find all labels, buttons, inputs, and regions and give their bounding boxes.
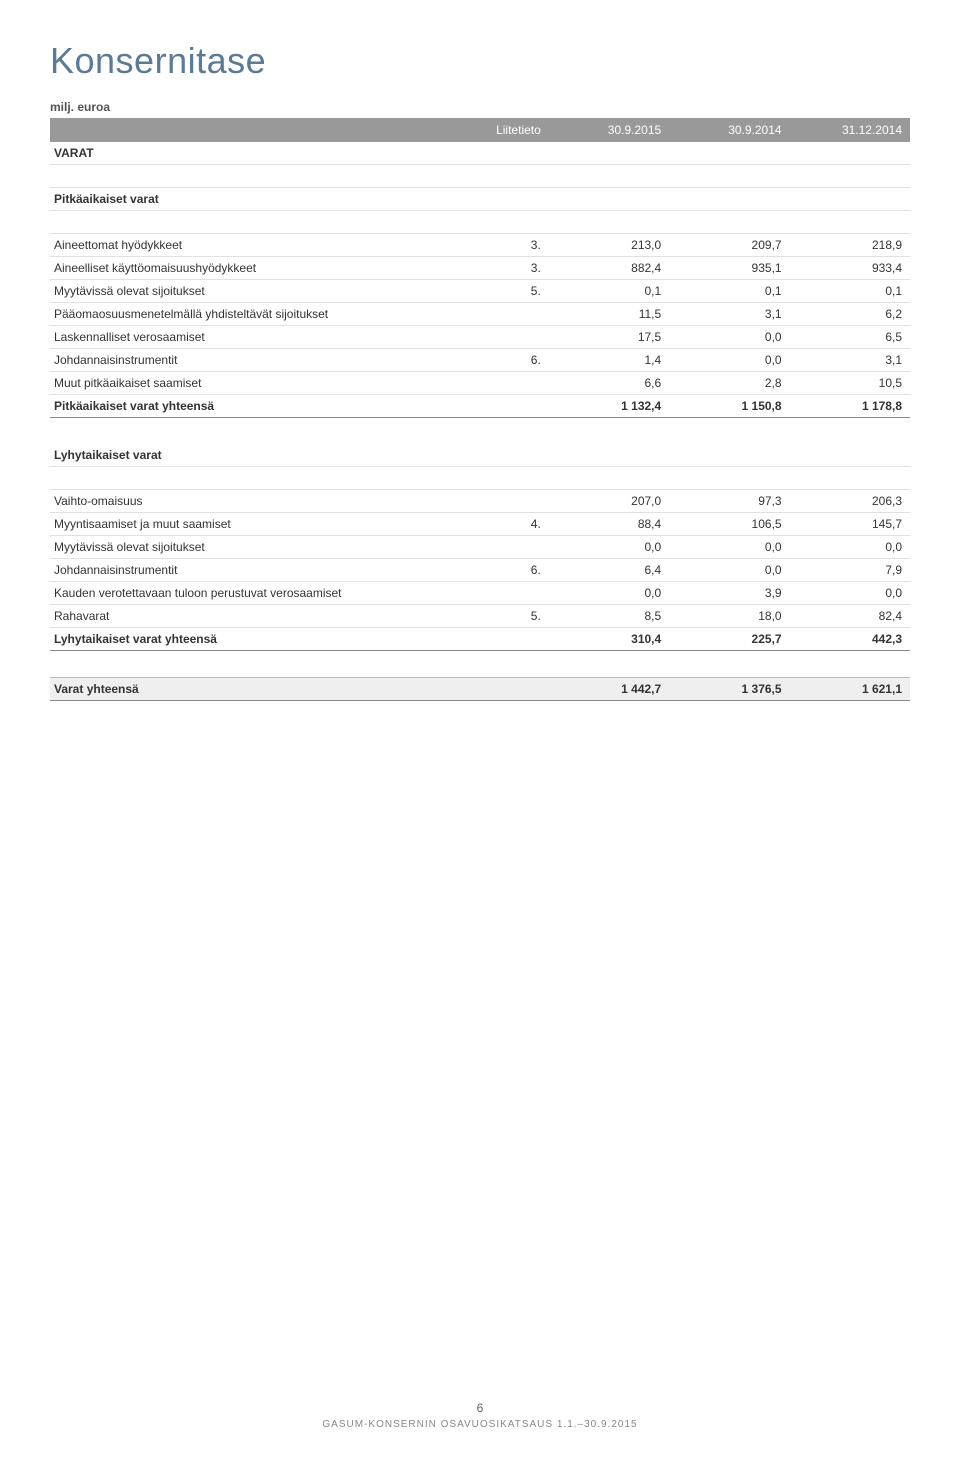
row-v3: 218,9: [790, 234, 910, 257]
group-heading: Pitkäaikaiset varat: [50, 188, 910, 211]
table-row: Johdannaisinstrumentit 6. 6,4 0,0 7,9: [50, 559, 910, 582]
table-row: Muut pitkäaikaiset saamiset 6,6 2,8 10,5: [50, 372, 910, 395]
table-row: Myytävissä olevat sijoitukset 5. 0,1 0,1…: [50, 280, 910, 303]
group-heading: Lyhytaikaiset varat: [50, 444, 910, 467]
section-label: VARAT: [50, 142, 463, 165]
row-label: Aineettomat hyödykkeet: [50, 234, 463, 257]
table-row: Vaihto-omaisuus 207,0 97,3 206,3: [50, 490, 910, 513]
row-note: 3.: [463, 234, 549, 257]
footer-text: GASUM-KONSERNIN OSAVUOSIKATSAUS 1.1.–30.…: [322, 1419, 637, 1430]
balance-table: Liitetieto 30.9.2015 30.9.2014 31.12.201…: [50, 118, 910, 701]
table-row: Aineettomat hyödykkeet 3. 213,0 209,7 21…: [50, 234, 910, 257]
total-row: Varat yhteensä 1 442,7 1 376,5 1 621,1: [50, 678, 910, 701]
col-blank: [50, 118, 463, 142]
page-footer: 6 GASUM-KONSERNIN OSAVUOSIKATSAUS 1.1.–3…: [0, 1401, 960, 1430]
subtotal-row: Pitkäaikaiset varat yhteensä 1 132,4 1 1…: [50, 395, 910, 418]
table-row: Kauden verotettavaan tuloon perustuvat v…: [50, 582, 910, 605]
col-note: Liitetieto: [463, 118, 549, 142]
table-row: Myytävissä olevat sijoitukset 0,0 0,0 0,…: [50, 536, 910, 559]
table-row: Rahavarat 5. 8,5 18,0 82,4: [50, 605, 910, 628]
page-number: 6: [0, 1401, 960, 1415]
section-varat: VARAT: [50, 142, 910, 165]
group-label: Pitkäaikaiset varat: [50, 188, 463, 211]
col-c1: 30.9.2015: [549, 118, 669, 142]
col-c3: 31.12.2014: [790, 118, 910, 142]
row-v1: 213,0: [549, 234, 669, 257]
page-title: Konsernitase: [50, 40, 910, 82]
table-row: Pääomaosuusmenetelmällä yhdisteltävät si…: [50, 303, 910, 326]
col-c2: 30.9.2014: [669, 118, 789, 142]
unit-label: milj. euroa: [50, 100, 910, 114]
table-row: Myyntisaamiset ja muut saamiset 4. 88,4 …: [50, 513, 910, 536]
header-row: Liitetieto 30.9.2015 30.9.2014 31.12.201…: [50, 118, 910, 142]
table-row: Laskennalliset verosaamiset 17,5 0,0 6,5: [50, 326, 910, 349]
subtotal-row: Lyhytaikaiset varat yhteensä 310,4 225,7…: [50, 628, 910, 651]
table-row: Aineelliset käyttöomaisuushyödykkeet 3. …: [50, 257, 910, 280]
row-v2: 209,7: [669, 234, 789, 257]
table-row: Johdannaisinstrumentit 6. 1,4 0,0 3,1: [50, 349, 910, 372]
